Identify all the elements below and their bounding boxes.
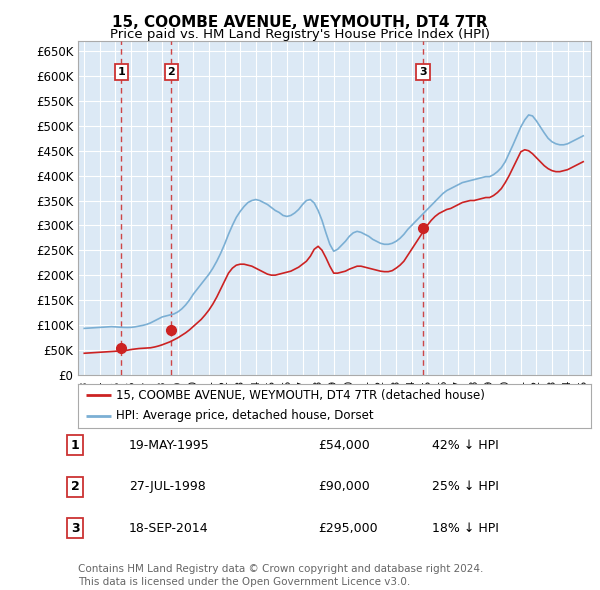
Text: £295,000: £295,000	[318, 522, 377, 535]
Text: 15, COOMBE AVENUE, WEYMOUTH, DT4 7TR (detached house): 15, COOMBE AVENUE, WEYMOUTH, DT4 7TR (de…	[116, 389, 485, 402]
Text: HPI: Average price, detached house, Dorset: HPI: Average price, detached house, Dors…	[116, 409, 374, 422]
Text: £90,000: £90,000	[318, 480, 370, 493]
Text: 27-JUL-1998: 27-JUL-1998	[129, 480, 206, 493]
Text: 2: 2	[167, 67, 175, 77]
Text: 3: 3	[71, 522, 79, 535]
Text: 1: 1	[71, 439, 79, 452]
Text: 18% ↓ HPI: 18% ↓ HPI	[432, 522, 499, 535]
Text: 42% ↓ HPI: 42% ↓ HPI	[432, 439, 499, 452]
Text: Price paid vs. HM Land Registry's House Price Index (HPI): Price paid vs. HM Land Registry's House …	[110, 28, 490, 41]
Text: 25% ↓ HPI: 25% ↓ HPI	[432, 480, 499, 493]
Text: 18-SEP-2014: 18-SEP-2014	[129, 522, 209, 535]
Text: 3: 3	[419, 67, 427, 77]
Text: Contains HM Land Registry data © Crown copyright and database right 2024.
This d: Contains HM Land Registry data © Crown c…	[78, 564, 484, 587]
Text: 2: 2	[71, 480, 79, 493]
Text: £54,000: £54,000	[318, 439, 370, 452]
Text: 1: 1	[118, 67, 125, 77]
Text: 15, COOMBE AVENUE, WEYMOUTH, DT4 7TR: 15, COOMBE AVENUE, WEYMOUTH, DT4 7TR	[112, 15, 488, 30]
Text: 19-MAY-1995: 19-MAY-1995	[129, 439, 210, 452]
